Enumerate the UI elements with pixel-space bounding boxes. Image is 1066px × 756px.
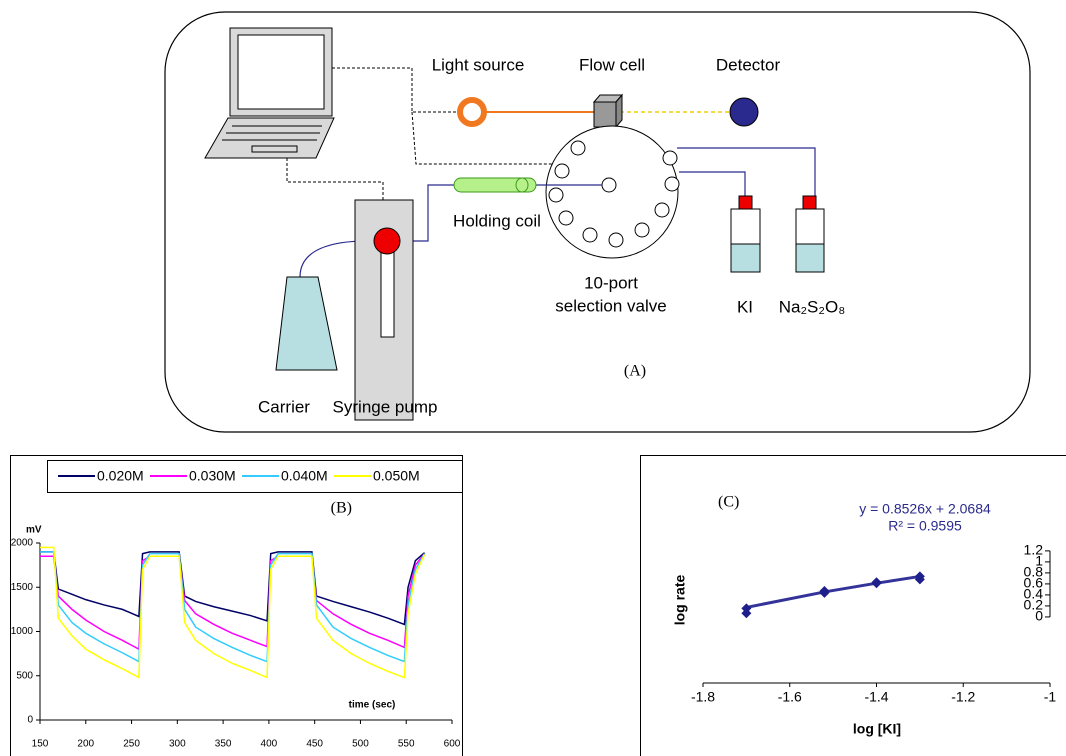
- label: Light source: [432, 55, 525, 74]
- data-point: [871, 578, 882, 589]
- series-line: [40, 553, 426, 651]
- y2-tick-label: 1.2: [1024, 542, 1044, 558]
- x-tick-label: 350: [215, 739, 232, 750]
- legend-label: 0.050M: [373, 468, 420, 484]
- label: Syringe pump: [333, 397, 438, 416]
- y-tick-label: 500: [16, 670, 33, 681]
- data-point: [914, 574, 925, 585]
- x-axis-label: time (sec): [349, 700, 396, 711]
- equation: y = 0.8526x + 2.0684: [859, 501, 991, 517]
- x-tick-label: 150: [32, 739, 49, 750]
- label: Carrier: [258, 397, 310, 416]
- label: selection valve: [555, 296, 667, 315]
- x-tick-label: -1.6: [778, 689, 802, 705]
- chart-frame: [640, 455, 1066, 756]
- x-tick-label: 300: [169, 739, 186, 750]
- label: Detector: [716, 55, 781, 74]
- legend-label: 0.040M: [281, 468, 328, 484]
- label: Holding coil: [453, 211, 541, 230]
- y2-tick-label: 1: [1035, 553, 1043, 569]
- y-tick-label: 1000: [11, 626, 34, 637]
- x-tick-label: -1: [1044, 689, 1057, 705]
- light-source: [457, 97, 487, 127]
- control-lines: [286, 67, 557, 200]
- series-line: [40, 546, 426, 679]
- x-tick-label: 450: [306, 739, 323, 750]
- laptop: [204, 27, 335, 159]
- selection-valve: [545, 125, 680, 259]
- x-tick-label: 500: [352, 739, 369, 750]
- panel-label: (A): [624, 363, 646, 380]
- label: Flow cell: [579, 55, 645, 74]
- label: Na₂S₂O₈: [779, 297, 846, 316]
- label: 10-port: [584, 273, 638, 292]
- y-tick-label: 1500: [11, 582, 34, 593]
- x-tick-label: -1.4: [864, 689, 888, 705]
- carrier-bottle: [275, 276, 338, 371]
- legend-label: 0.020M: [97, 468, 144, 484]
- label: KI: [737, 297, 753, 316]
- x-tick-label: -1.8: [691, 689, 715, 705]
- x-tick-label: 550: [398, 739, 415, 750]
- series-line: [40, 551, 426, 626]
- panel-label: (C): [718, 494, 739, 511]
- detector: [729, 97, 759, 127]
- y-axis-label: log rate: [672, 575, 688, 626]
- tubing: [299, 147, 816, 278]
- trendline: [746, 574, 921, 609]
- flow-cell: [592, 93, 624, 129]
- y2-tick-label: 0.6: [1024, 575, 1044, 591]
- series-line: [40, 551, 426, 663]
- legend-label: 0.030M: [189, 468, 236, 484]
- panel-frame: [164, 11, 1031, 433]
- x-tick-label: 250: [123, 739, 140, 750]
- x-tick-label: -1.2: [951, 689, 975, 705]
- y-tick-label: 2000: [11, 538, 34, 549]
- holding-coil: [453, 177, 537, 193]
- reagent-bottle: [730, 195, 761, 273]
- x-tick-label: 400: [261, 739, 278, 750]
- x-tick-label: 200: [77, 739, 94, 750]
- syringe-pump: [354, 199, 414, 421]
- x-axis-label: log [KI]: [853, 721, 901, 737]
- x-tick-label: 600: [444, 739, 461, 750]
- y2-tick-label: 0.4: [1024, 586, 1044, 602]
- y-axis-label: mV: [26, 525, 42, 536]
- chart-frame: [10, 455, 463, 756]
- y2-tick-label: 0.8: [1024, 564, 1044, 580]
- data-point: [741, 608, 752, 619]
- y2-tick-label: 0.2: [1024, 597, 1044, 613]
- panel-label: (B): [331, 500, 352, 517]
- reagent-bottle: [795, 195, 825, 273]
- y2-tick-label: 0: [1035, 608, 1043, 624]
- y-tick-label: 0: [27, 715, 33, 726]
- data-point: [819, 587, 830, 598]
- r-squared: R² = 0.9595: [888, 518, 962, 534]
